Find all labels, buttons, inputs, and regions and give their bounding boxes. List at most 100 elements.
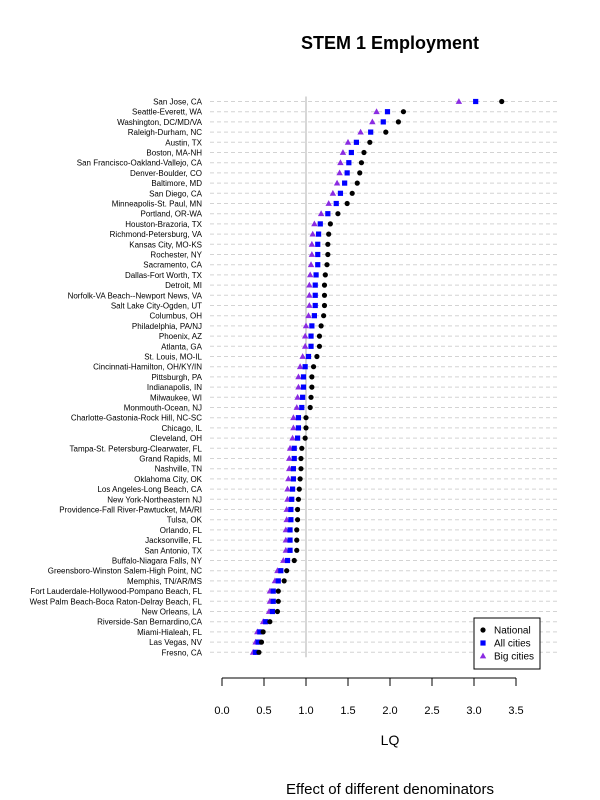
point-national-milwaukee-wi <box>308 394 314 400</box>
category-label-oklahoma-city-ok: Oklahoma City, OK <box>134 475 203 484</box>
point-big-cities-washington-dc-md-va <box>369 118 376 125</box>
point-national-jacksonville-fl <box>294 537 300 543</box>
legend: National All cities Big cities <box>473 617 541 670</box>
category-label-charlotte-gastonia-rock-hill-nc-sc: Charlotte-Gastonia-Rock Hill, NC-SC <box>71 414 202 423</box>
x-axis: 0.0 0.5 1.0 1.5 2.0 2.5 3.0 3.5 <box>214 677 524 717</box>
point-national-indianapolis-in <box>309 384 315 390</box>
point-national-new-york-northeastern-nj <box>295 496 302 502</box>
point-national-salt-lake-city-ogden-ut <box>321 302 328 309</box>
point-all-cities-grand-rapids-mi <box>291 455 297 462</box>
point-national-washington-dc-md-va <box>395 119 401 125</box>
category-label-austin-tx: Austin, TX <box>165 138 202 147</box>
category-label-sacramento-ca: Sacramento, CA <box>143 261 202 270</box>
point-big-cities-st-louis-mo-il <box>299 353 306 359</box>
point-all-cities-chicago-il <box>295 425 302 431</box>
point-national-fort-lauderdale-hollywood-pompano-beach-fl <box>275 588 281 594</box>
point-national-pittsburgh-pa <box>309 374 315 380</box>
category-label-buffalo-niagara-falls-ny: Buffalo-Niagara Falls, NY <box>112 557 203 566</box>
point-national-las-vegas-nv <box>258 639 265 645</box>
category-label-seattle-everett-wa: Seattle-Everett, WA <box>132 108 203 117</box>
point-all-cities-fort-lauderdale-hollywood-pompano-beach-fl <box>270 588 276 594</box>
category-label-west-palm-beach-boca-raton-delray-beach-fl: West Palm Beach-Boca Raton-Delray Beach,… <box>30 597 203 606</box>
legend-label-big-cities: Big cities <box>494 652 534 663</box>
category-label-cleveland-oh: Cleveland, OH <box>150 434 202 443</box>
category-label-philadelphia-pa-nj: Philadelphia, PA/NJ <box>132 322 202 331</box>
point-all-cities-tampa-st-petersburg-clearwater-fl <box>291 445 297 451</box>
category-label-providence-fall-river-pawtucket-ma-ri: Providence-Fall River-Pawtucket, MA/RI <box>59 506 202 515</box>
point-national-columbus-oh <box>321 313 327 319</box>
category-label-las-vegas-nv: Las Vegas, NV <box>149 638 203 647</box>
category-label-raleigh-durham-nc: Raleigh-Durham, NC <box>128 128 202 137</box>
point-all-cities-memphis-tn-ar-ms <box>275 578 281 584</box>
point-big-cities-cleveland-oh <box>289 434 296 441</box>
chart-title: STEM 1 Employment <box>301 33 479 53</box>
point-big-cities-grand-rapids-mi <box>286 455 293 461</box>
point-all-cities-minneapolis-st-paul-mn <box>333 200 339 207</box>
point-big-cities-houston-brazoria-tx <box>311 220 318 227</box>
category-label-washington-dc-md-va: Washington, DC/MD/VA <box>117 118 203 127</box>
category-label-st-louis-mo-il: St. Louis, MO-IL <box>144 353 202 362</box>
point-national-dallas-fort-worth-tx <box>322 272 328 278</box>
point-all-cities-greensboro-winston-salem-high-point-nc <box>278 568 284 574</box>
point-all-cities-philadelphia-pa-nj <box>309 323 315 329</box>
category-label-houston-brazoria-tx: Houston-Brazoria, TX <box>125 220 202 229</box>
category-label-nashville-tn: Nashville, TN <box>155 465 203 474</box>
point-national-miami-hialeah-fl <box>260 629 266 635</box>
category-label-atlanta-ga: Atlanta, GA <box>161 342 203 351</box>
point-all-cities-atlanta-ga <box>308 343 314 349</box>
point-all-cities-st-louis-mo-il <box>305 353 312 360</box>
point-national-monmouth-ocean-nj <box>307 404 313 411</box>
point-national-orlando-fl <box>294 527 300 533</box>
category-label-norfolk-va-beach-newport-news-va: Norfolk-VA Beach--Newport News, VA <box>68 291 203 300</box>
point-all-cities-rochester-ny <box>315 251 321 258</box>
point-all-cities-phoenix-az <box>308 333 314 339</box>
point-national-boston-ma-nh <box>361 149 367 156</box>
point-big-cities-sacramento-ca <box>307 261 315 268</box>
point-all-cities-new-york-northeastern-nj <box>289 496 295 502</box>
point-big-cities-denver-boulder-co <box>336 169 343 176</box>
category-label-grand-rapids-mi: Grand Rapids, MI <box>139 455 202 464</box>
point-all-cities-charlotte-gastonia-rock-hill-nc-sc <box>295 415 302 421</box>
point-all-cities-milwaukee-wi <box>300 394 306 400</box>
point-big-cities-san-diego-ca <box>329 189 337 196</box>
point-all-cities-boston-ma-nh <box>348 149 354 156</box>
point-big-cities-minneapolis-st-paul-mn <box>325 200 332 206</box>
x-tick-label-0-0: 0.0 <box>214 705 229 717</box>
category-label-san-jose-ca: San Jose, CA <box>153 98 203 107</box>
x-tick-label-1-0: 1.0 <box>298 705 313 717</box>
point-all-cities-buffalo-niagara-falls-ny <box>284 557 291 564</box>
point-national-grand-rapids-mi <box>298 455 304 462</box>
point-national-phoenix-az <box>316 333 323 339</box>
point-all-cities-jacksonville-fl <box>287 537 293 543</box>
point-national-west-palm-beach-boca-raton-delray-beach-fl <box>275 598 281 604</box>
point-all-cities-houston-brazoria-tx <box>317 221 323 227</box>
point-all-cities-washington-dc-md-va <box>380 119 386 125</box>
point-all-cities-norfolk-va-beach-newport-news-va <box>312 292 318 298</box>
point-big-cities-milwaukee-wi <box>294 393 301 400</box>
point-national-detroit-mi <box>321 282 328 288</box>
point-national-tampa-st-petersburg-clearwater-fl <box>299 445 305 451</box>
point-all-cities-denver-boulder-co <box>344 170 350 176</box>
point-national-new-orleans-la <box>274 608 281 615</box>
category-label-san-francisco-oakland-vallejo-ca: San Francisco-Oakland-Vallejo, CA <box>77 159 203 168</box>
point-national-greensboro-winston-salem-high-point-nc <box>284 568 290 574</box>
point-all-cities-pittsburgh-pa <box>300 374 307 380</box>
category-label-tampa-st-petersburg-clearwater-fl: Tampa-St. Petersburg-Clearwater, FL <box>70 444 203 453</box>
point-all-cities-salt-lake-city-ogden-ut <box>312 302 318 309</box>
category-label-miami-hialeah-fl: Miami-Hialeah, FL <box>137 628 202 637</box>
point-big-cities-charlotte-gastonia-rock-hill-nc-sc <box>290 414 297 421</box>
category-label-salt-lake-city-ogden-ut: Salt Lake City-Ogden, UT <box>111 302 202 311</box>
category-label-greensboro-winston-salem-high-point-nc: Greensboro-Winston Salem-High Point, NC <box>48 567 203 576</box>
point-big-cities-chicago-il <box>290 424 297 431</box>
point-national-sacramento-ca <box>324 262 330 268</box>
point-all-cities-west-palm-beach-boca-raton-delray-beach-fl <box>270 598 276 604</box>
category-label-milwaukee-wi: Milwaukee, WI <box>150 393 202 402</box>
point-all-cities-tulsa-ok <box>288 517 294 523</box>
point-big-cities-raleigh-durham-nc <box>357 128 364 135</box>
category-label-monmouth-ocean-nj: Monmouth-Ocean, NJ <box>124 404 202 413</box>
point-all-cities-dallas-fort-worth-tx <box>313 272 319 278</box>
legend-marker-big-cities <box>479 652 487 659</box>
legend-label-national: National <box>494 626 531 637</box>
